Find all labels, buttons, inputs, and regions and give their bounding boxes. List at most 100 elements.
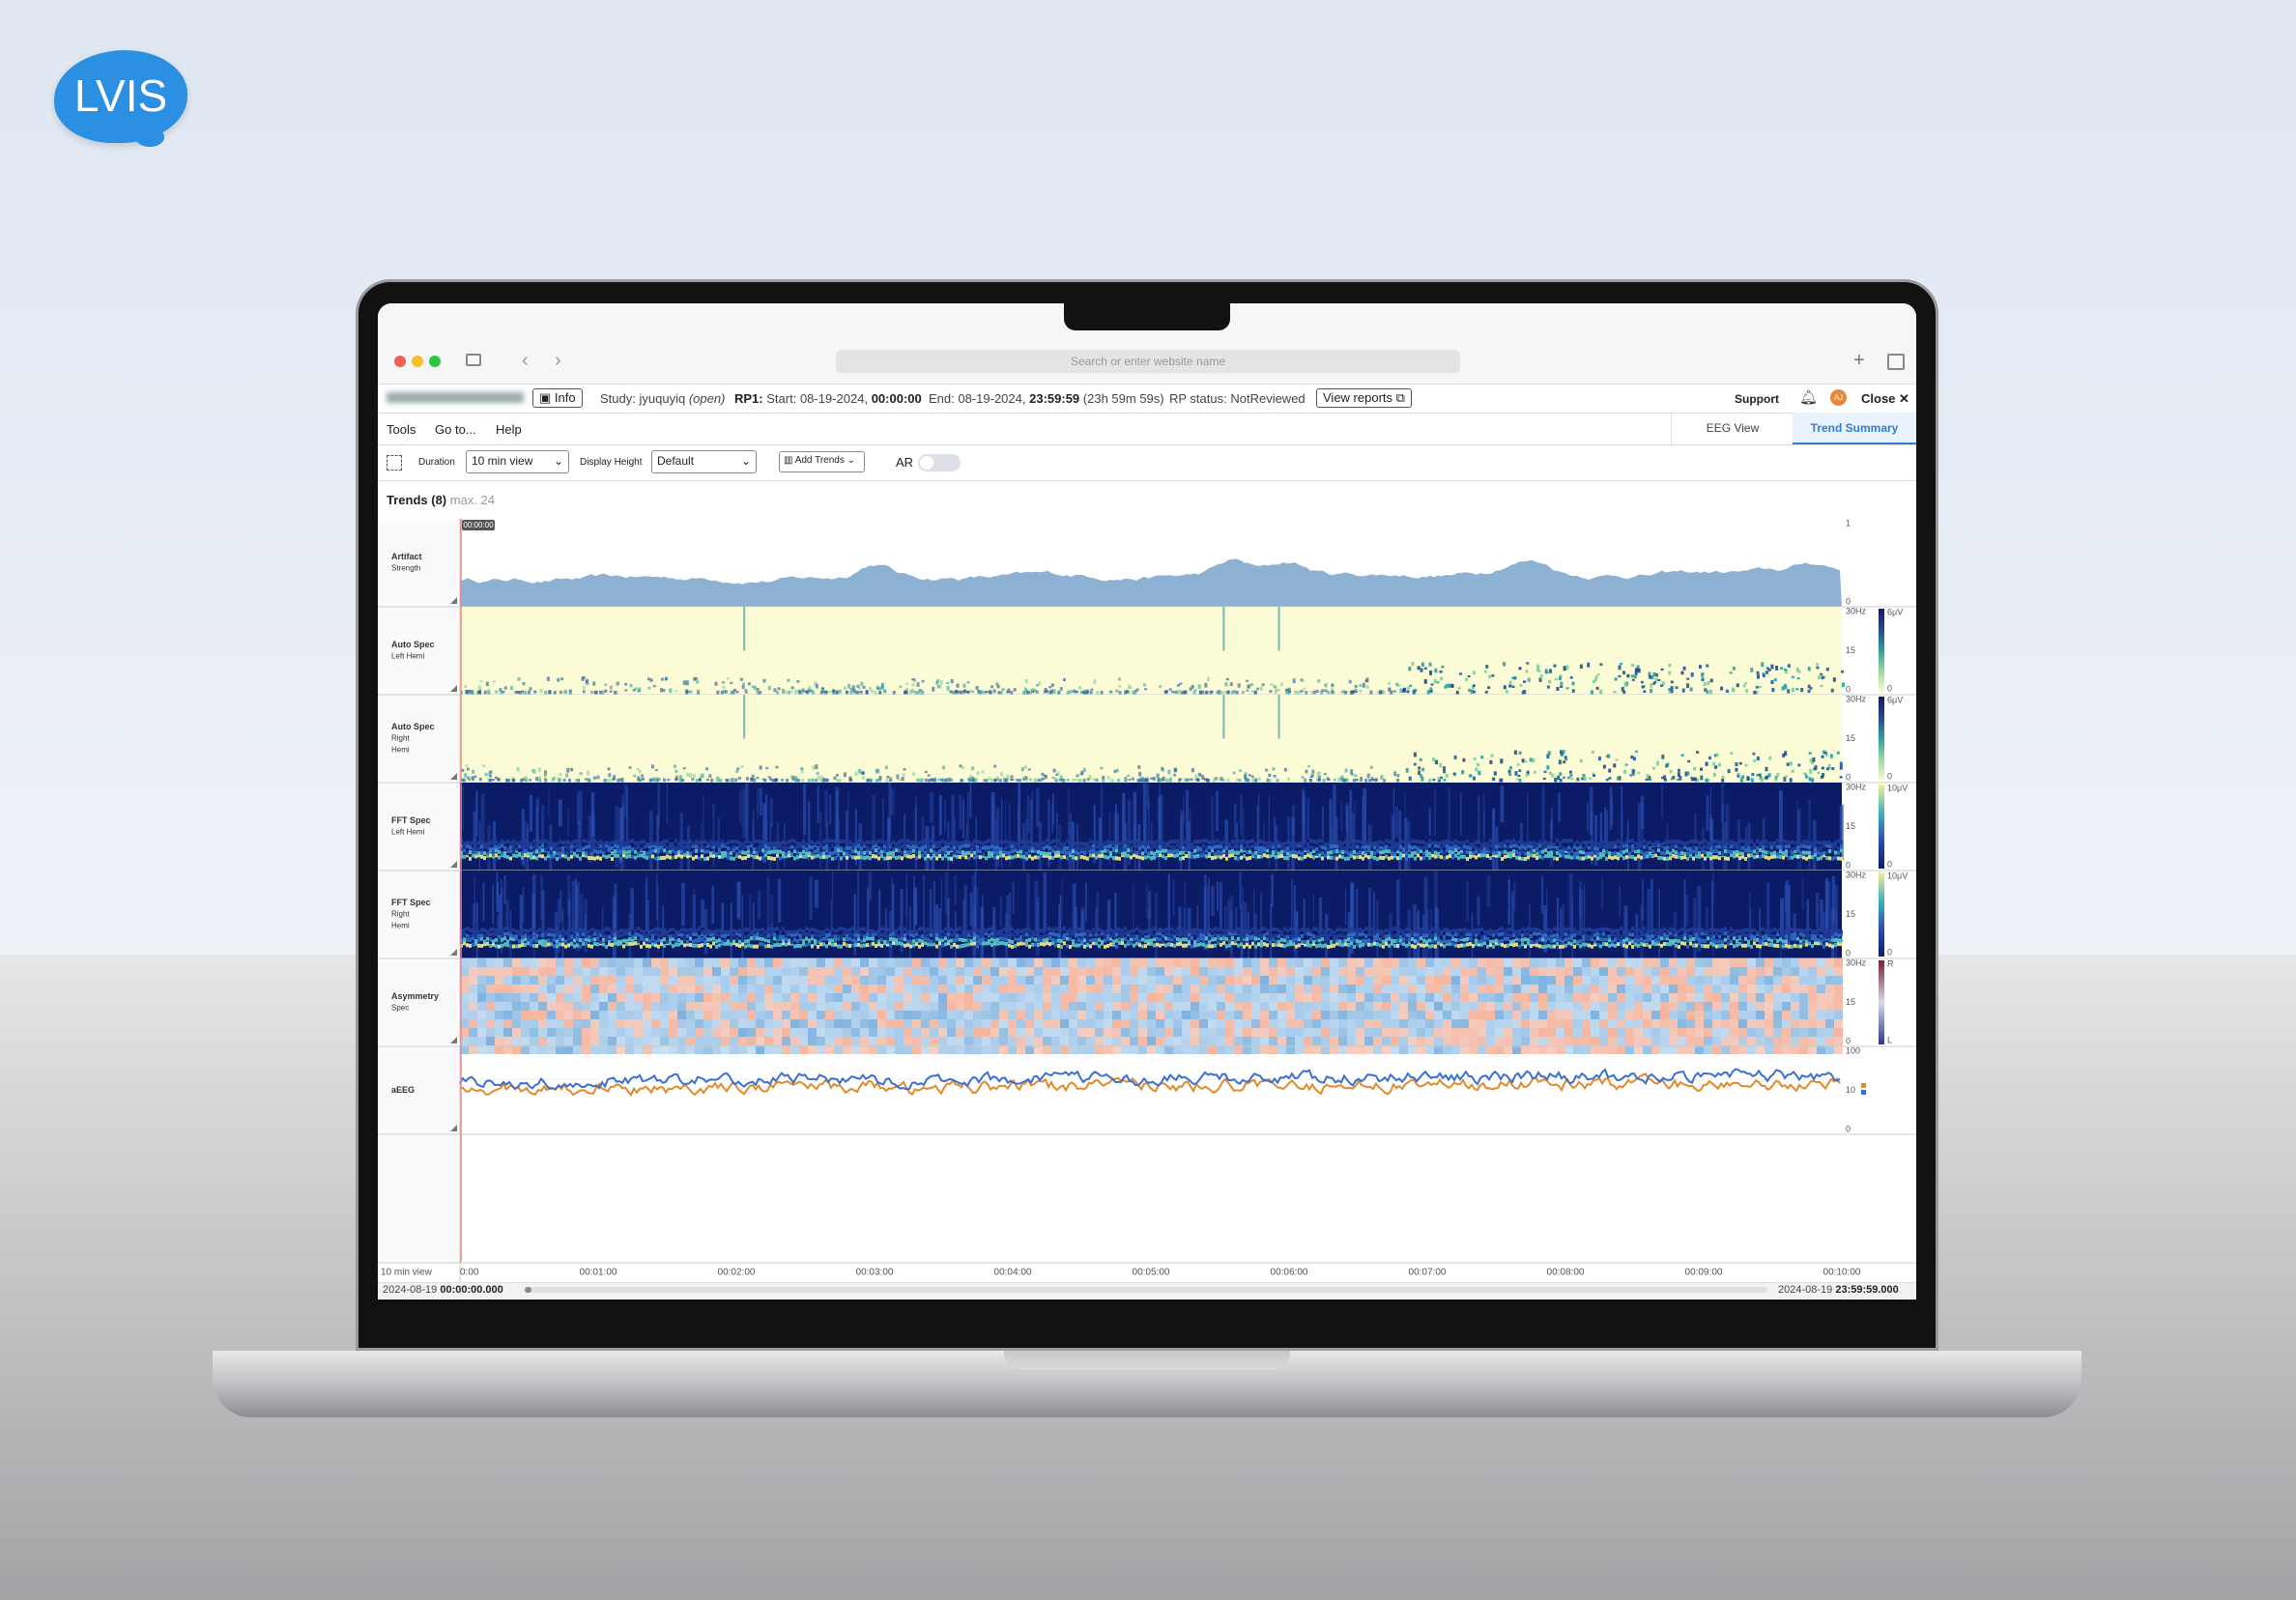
spectrogram-cell <box>933 942 935 947</box>
spectrogram-cell <box>1679 775 1682 781</box>
view-reports[interactable]: View reports ⧉ <box>1316 388 1412 408</box>
spectrogram-cell <box>819 842 822 846</box>
spectrogram-cell <box>1022 840 1025 844</box>
spectrogram-cell <box>1269 850 1272 855</box>
spectrogram-cell <box>1822 773 1825 778</box>
spectrogram-cell <box>1025 843 1028 848</box>
spectrogram-cell <box>1597 757 1601 761</box>
spectrogram-streak <box>1185 789 1190 850</box>
spectrogram-cell <box>622 853 625 858</box>
spectrogram-cell <box>1443 840 1446 844</box>
search-bar[interactable] <box>836 350 1460 373</box>
spectrogram-cell <box>1092 927 1095 931</box>
spectrogram-cell <box>814 932 817 937</box>
menu-goto[interactable]: Go to... <box>435 422 476 437</box>
new-tab-icon[interactable]: + <box>1853 350 1865 371</box>
spectrogram-cell <box>1174 768 1178 772</box>
spectrogram-cell <box>1199 932 1202 937</box>
bell[interactable]: 🔔︎ <box>1799 389 1819 406</box>
spectrogram-cell <box>1831 845 1834 850</box>
display-height-select[interactable]: Default ⌄ <box>651 450 757 473</box>
spectrogram-cell <box>773 936 776 941</box>
spectrogram-cell <box>1817 856 1820 861</box>
spectrogram-cell <box>587 681 590 686</box>
spectrogram-cell <box>878 778 882 782</box>
avatar[interactable]: AJ <box>1830 389 1847 406</box>
spectrogram-cell <box>1241 690 1245 694</box>
spectrogram-cell <box>1750 668 1754 672</box>
spectrogram-cell <box>1700 775 1704 781</box>
spectrogram-cell <box>901 839 904 843</box>
spectrogram-cell <box>1080 846 1083 851</box>
spectrogram-streak <box>1477 896 1480 926</box>
spectrogram-cell <box>461 768 465 772</box>
spectrogram-cell <box>1135 688 1139 692</box>
spectrogram-cell <box>828 938 831 943</box>
spectrogram-cell <box>1027 768 1031 771</box>
add-trends[interactable]: ▥ Add Trends ⌄ <box>779 451 865 472</box>
spectrogram-cell <box>1406 690 1410 694</box>
menu-tools[interactable]: Tools <box>387 422 416 437</box>
spectrogram-cell <box>968 689 972 693</box>
spectrogram-cell <box>1635 750 1639 753</box>
nav-forward[interactable]: › <box>555 350 561 371</box>
spectrogram-cell <box>692 929 695 933</box>
spectrogram-cell <box>930 848 933 853</box>
info-button[interactable]: ▣ Info <box>532 388 583 408</box>
spectrogram-cell <box>1153 937 1156 942</box>
spectrogram-cell <box>785 932 788 937</box>
spectrogram-streak <box>1706 906 1708 939</box>
spectrogram-cell <box>472 778 475 782</box>
spectrogram-streak <box>866 888 870 935</box>
nav-back[interactable]: ‹ <box>522 350 529 371</box>
spectrogram-cell <box>848 840 851 844</box>
spectrogram-cell <box>1611 841 1614 845</box>
spectrogram-cell <box>1109 843 1112 848</box>
max-dot[interactable] <box>429 356 441 367</box>
spectrogram-cell <box>834 942 837 947</box>
ar-toggle[interactable] <box>918 454 961 471</box>
spectrogram-cell <box>1179 941 1182 946</box>
spectrogram-cell <box>866 855 869 860</box>
spectrogram-cell <box>1811 850 1814 855</box>
close-dot[interactable] <box>394 356 406 367</box>
spectrogram-cell <box>1321 856 1324 861</box>
spectrogram-cell <box>764 844 767 849</box>
spectrogram-streak <box>974 871 977 930</box>
spectrogram-cell <box>1805 850 1808 855</box>
spectrogram-cell <box>886 845 889 850</box>
spectrogram-cell <box>848 776 852 782</box>
spectrogram-cell <box>1437 843 1440 848</box>
spectrogram-cell <box>854 855 857 860</box>
duration-select[interactable]: 10 min view ⌄ <box>466 450 569 473</box>
spectrogram-cell <box>764 929 767 934</box>
spectrogram-cell <box>924 933 927 938</box>
close[interactable]: Close ✕ <box>1861 391 1909 406</box>
spectrogram-cell <box>1043 853 1046 858</box>
spectrogram-cell <box>585 839 588 843</box>
tab-eeg[interactable]: EEG View <box>1671 413 1794 444</box>
support[interactable]: Support <box>1735 392 1779 406</box>
spectrogram-cell <box>860 932 863 937</box>
spectrogram-cell <box>764 849 767 854</box>
spectrogram-cell <box>463 928 466 932</box>
spectrogram-cell <box>809 689 813 693</box>
spectrogram-cell <box>1466 849 1469 854</box>
select-icon[interactable] <box>387 455 402 471</box>
spectrogram-cell <box>1715 753 1719 757</box>
spectrogram-cell <box>1756 854 1759 859</box>
min-dot[interactable] <box>412 356 423 367</box>
spectrogram-cell <box>1414 844 1417 849</box>
menu-help[interactable]: Help <box>496 422 522 437</box>
spectrogram-cell <box>1101 842 1104 846</box>
spectrogram-cell <box>1014 936 1017 941</box>
spectrogram-cell <box>1060 944 1063 949</box>
spectrogram-cell <box>966 680 970 684</box>
sidebar-icon[interactable] <box>466 354 481 366</box>
spectrogram-cell <box>1507 844 1509 849</box>
spectrogram-cell <box>703 845 706 850</box>
spectrogram-streak <box>1112 813 1115 879</box>
tab-trend[interactable]: Trend Summary <box>1793 413 1916 444</box>
tabs-icon[interactable] <box>1887 354 1905 370</box>
spectrogram-cell <box>1707 851 1709 856</box>
